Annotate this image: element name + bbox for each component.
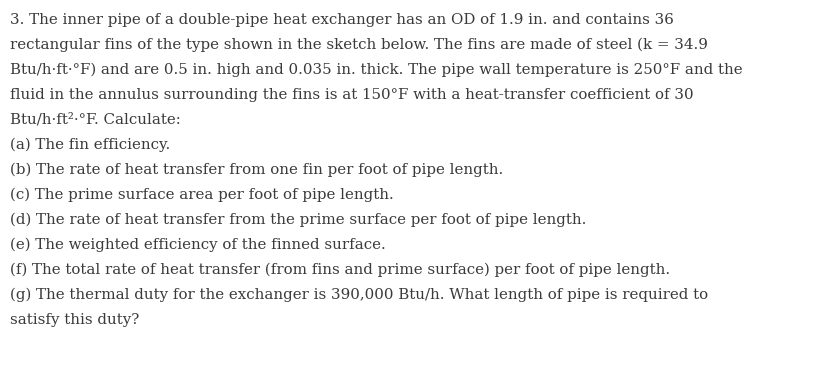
Text: (f) The total rate of heat transfer (from fins and prime surface) per foot of pi: (f) The total rate of heat transfer (fro… <box>10 263 669 277</box>
Text: fluid in the annulus surrounding the fins is at 150°F with a heat-transfer coeff: fluid in the annulus surrounding the fin… <box>10 88 693 102</box>
Text: (e) The weighted efficiency of the finned surface.: (e) The weighted efficiency of the finne… <box>10 238 385 252</box>
Text: Btu/h·ft²·°F. Calculate:: Btu/h·ft²·°F. Calculate: <box>10 113 180 127</box>
Text: (g) The thermal duty for the exchanger is 390,000 Btu/h. What length of pipe is : (g) The thermal duty for the exchanger i… <box>10 288 707 302</box>
Text: (c) The prime surface area per foot of pipe length.: (c) The prime surface area per foot of p… <box>10 188 393 202</box>
Text: (a) The fin efficiency.: (a) The fin efficiency. <box>10 138 170 152</box>
Text: rectangular fins of the type shown in the sketch below. The fins are made of ste: rectangular fins of the type shown in th… <box>10 38 707 52</box>
Text: (d) The rate of heat transfer from the prime surface per foot of pipe length.: (d) The rate of heat transfer from the p… <box>10 213 586 227</box>
Text: (b) The rate of heat transfer from one fin per foot of pipe length.: (b) The rate of heat transfer from one f… <box>10 163 503 177</box>
Text: Btu/h·ft·°F) and are 0.5 in. high and 0.035 in. thick. The pipe wall temperature: Btu/h·ft·°F) and are 0.5 in. high and 0.… <box>10 63 742 77</box>
Text: 3. The inner pipe of a double-pipe heat exchanger has an OD of 1.9 in. and conta: 3. The inner pipe of a double-pipe heat … <box>10 13 673 27</box>
Text: satisfy this duty?: satisfy this duty? <box>10 313 139 327</box>
